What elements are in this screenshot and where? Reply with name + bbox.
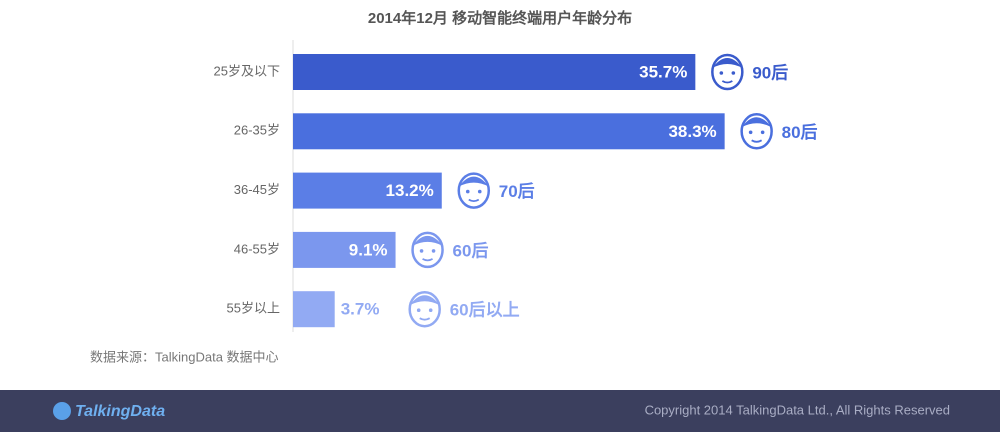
face-mouth: [468, 198, 480, 202]
copyright: Copyright 2014 TalkingData Ltd., All Rig…: [645, 402, 950, 417]
source-note: 数据来源：TalkingData 数据中心: [90, 349, 279, 364]
value-label: 13.2%: [386, 181, 434, 200]
face-eye: [465, 189, 470, 194]
face-eye: [477, 189, 482, 194]
y-tick-label: 36-45岁: [234, 182, 280, 197]
value-label: 3.7%: [341, 300, 380, 319]
face-eye: [719, 71, 724, 75]
value-label: 35.7%: [639, 62, 687, 81]
face-eye: [748, 130, 753, 135]
generation-label: 60后以上: [450, 301, 520, 320]
generation-label: 60后: [453, 241, 489, 260]
footer-bar: [0, 390, 1000, 432]
generation-label: 70后: [499, 182, 535, 201]
face-mouth: [721, 80, 733, 84]
face-hair: [712, 58, 743, 68]
face-eye: [431, 249, 436, 253]
face-mouth: [422, 258, 434, 262]
chart-title: 2014年12月 移动智能终端用户年龄分布: [368, 9, 632, 27]
bar: [293, 113, 725, 150]
face-mouth: [751, 139, 763, 143]
y-tick-label: 46-55岁: [234, 241, 280, 256]
face-hair: [741, 117, 772, 128]
face-eye: [416, 308, 421, 313]
face-eye: [419, 249, 424, 253]
y-tick-label: 25岁及以下: [214, 63, 280, 78]
face-eye: [731, 71, 736, 75]
value-label: 9.1%: [349, 240, 388, 259]
generation-label: 80后: [782, 123, 818, 142]
face-mouth: [419, 317, 431, 321]
face-eye: [760, 130, 765, 135]
bar: [293, 54, 696, 90]
bar: [293, 291, 335, 328]
bar: [293, 231, 396, 268]
bar: [293, 172, 442, 209]
generation-label: 90后: [752, 63, 788, 82]
face-hair: [458, 176, 489, 187]
logo-icon: [53, 402, 71, 420]
face-hair: [409, 295, 440, 306]
value-label: 38.3%: [668, 122, 716, 141]
face-hair: [412, 235, 443, 246]
face-eye: [428, 308, 433, 313]
footer-logo: TalkingData: [75, 403, 165, 420]
y-tick-label: 55岁以上: [227, 301, 280, 316]
y-tick-label: 26-35岁: [234, 123, 280, 138]
